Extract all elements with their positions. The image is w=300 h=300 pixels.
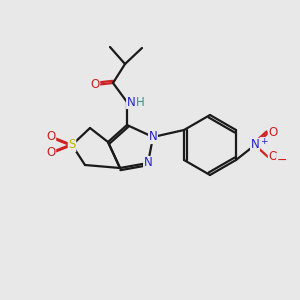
Text: N: N [127,95,135,109]
Text: N: N [250,139,260,152]
Text: O: O [46,146,56,160]
Text: O: O [268,127,278,140]
Text: H: H [136,95,144,109]
Text: O: O [46,130,56,143]
Text: O: O [90,79,100,92]
Text: −: − [277,154,287,166]
Text: O: O [268,151,278,164]
Text: N: N [144,157,152,169]
Text: +: + [260,137,268,146]
Text: N: N [148,130,158,143]
Text: S: S [68,139,76,152]
